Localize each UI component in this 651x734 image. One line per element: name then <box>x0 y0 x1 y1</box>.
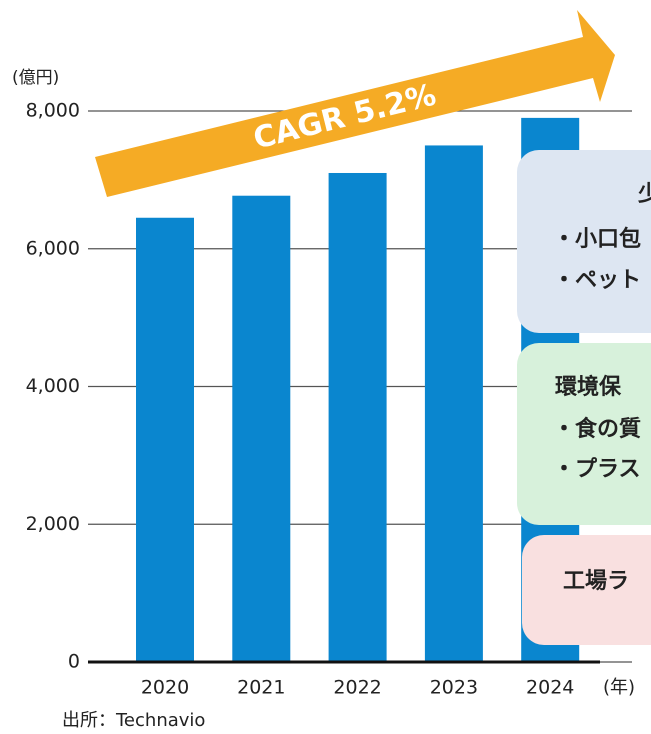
bar <box>232 195 291 662</box>
bar <box>136 217 194 662</box>
callout-box <box>517 150 651 333</box>
x-tick-label: 2020 <box>141 677 189 699</box>
callout-text: ・食の質 <box>553 416 641 442</box>
x-tick-label: 2024 <box>526 677 574 699</box>
callout-text: ・プラス <box>553 457 641 482</box>
y-tick-label: 8,000 <box>26 100 80 122</box>
bar <box>328 172 387 663</box>
source: 出所：Technavio <box>62 710 205 731</box>
bar <box>424 145 483 662</box>
cagr-label: CAGR 5.2% <box>250 77 440 156</box>
y-tick-label: 4,000 <box>26 375 80 397</box>
x-tick-label: 2021 <box>237 677 285 699</box>
x-tick-label: 2023 <box>430 677 478 699</box>
unit-label: (億円) <box>12 68 59 88</box>
cagr-arrow <box>95 10 615 197</box>
y-tick-label: 2,000 <box>26 513 80 535</box>
callout-text: ・小口包 <box>553 226 641 252</box>
callout-box <box>522 535 651 645</box>
callout-text: ・ペット <box>553 268 641 293</box>
callout-text: 工場ラ <box>563 569 629 594</box>
callout-box <box>517 343 651 525</box>
y-tick-label: 6,000 <box>26 237 80 259</box>
callout-text: 少 <box>637 182 651 207</box>
y-tick-label: 0 <box>68 651 80 673</box>
x-unit-label: (年) <box>603 677 635 698</box>
x-tick-label: 2022 <box>333 677 381 699</box>
callout-text: 環境保 <box>555 374 622 400</box>
